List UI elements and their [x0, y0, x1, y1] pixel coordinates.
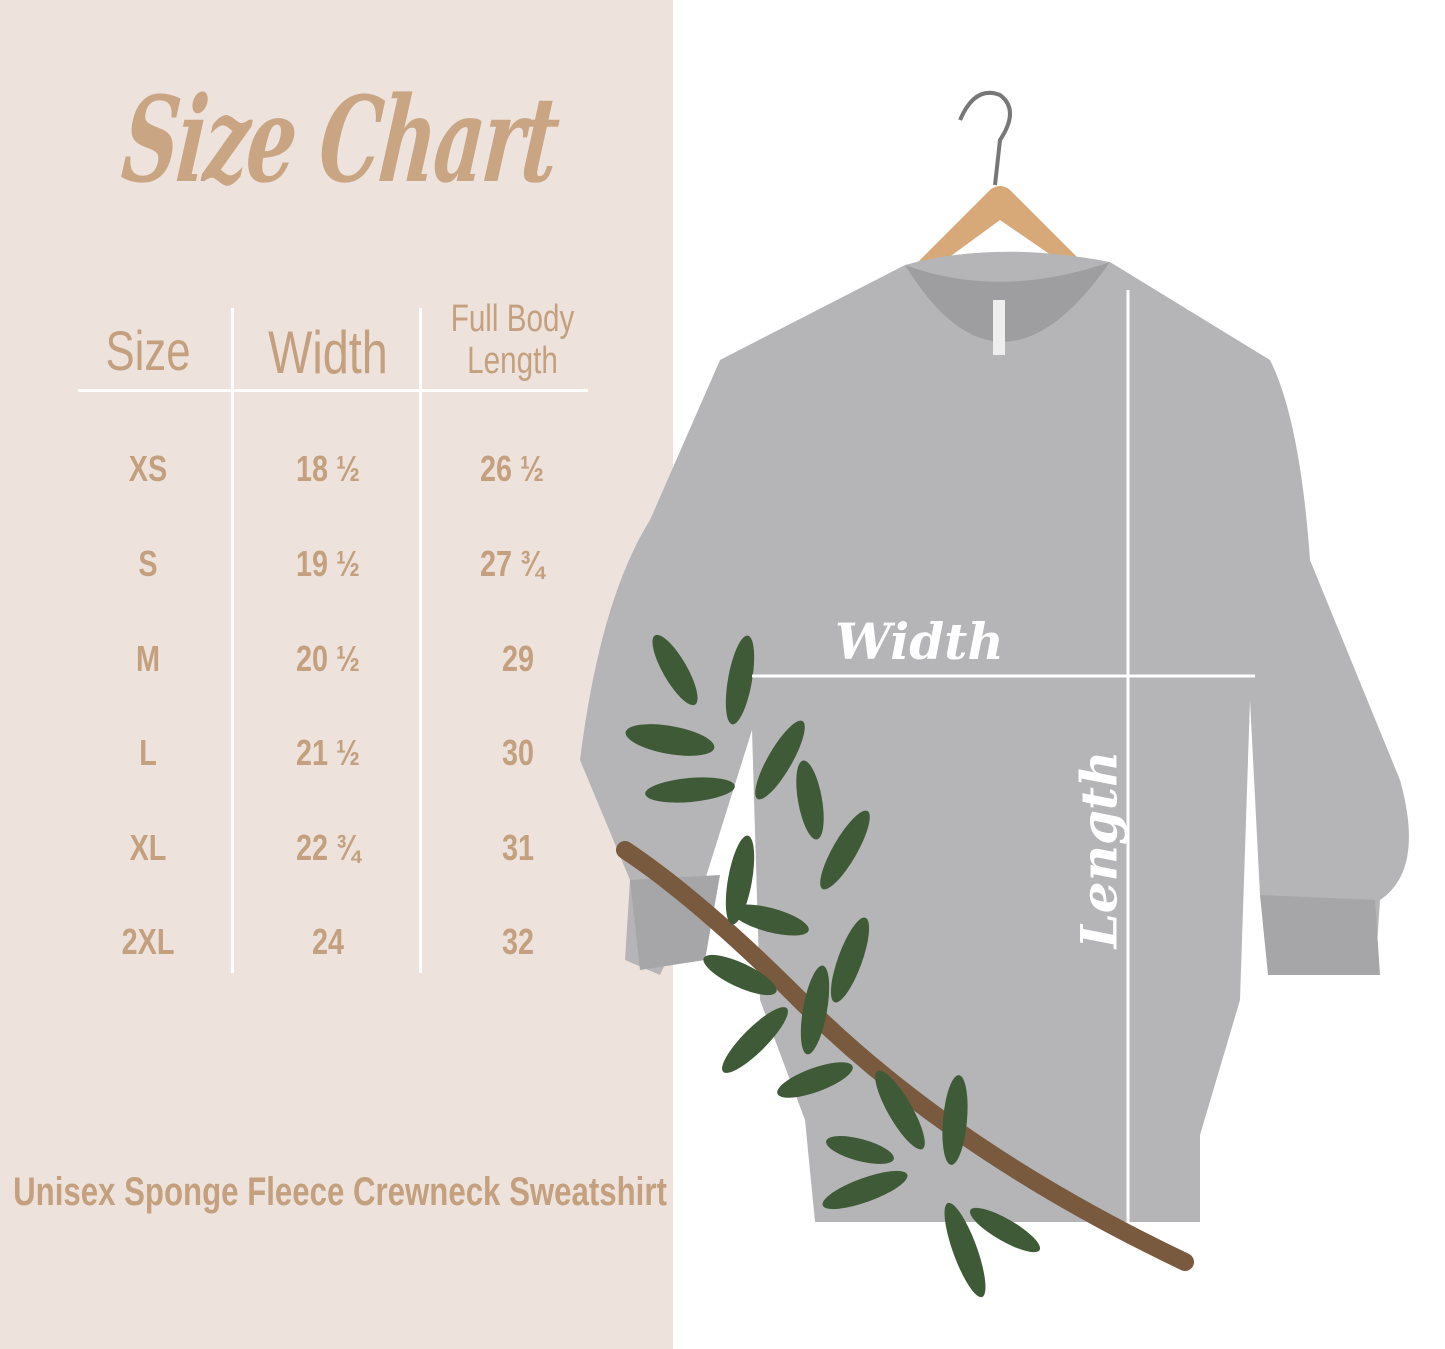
chart-title: Size Chart	[117, 70, 563, 209]
cell-width: 21 ½	[295, 732, 361, 773]
cell-width: 24	[311, 921, 345, 962]
header-length-line1: Full Body	[450, 298, 575, 340]
branch-with-leaves	[616, 634, 1194, 1298]
cell-size: S	[138, 543, 158, 584]
cell-size: L	[139, 732, 157, 773]
width-label: Width	[835, 612, 1004, 671]
header-length: Full Body Length	[444, 298, 581, 382]
product-name: Unisex Sponge Fleece Crewneck Sweatshirt	[13, 1170, 667, 1214]
column-divider	[419, 308, 422, 973]
cell-size: M	[136, 638, 160, 679]
cell-length: 27 ¾	[479, 543, 545, 584]
cell-size: XS	[128, 448, 168, 489]
cell-width: 19 ½	[295, 543, 361, 584]
cell-size: XL	[129, 827, 167, 868]
cell-width: 22 ¾	[295, 827, 361, 868]
sweatshirt-photo	[580, 90, 1409, 1298]
size-chart-panel: Size Chart Size Width Full Body Length X…	[0, 0, 673, 1349]
length-label: Length	[1069, 750, 1129, 949]
header-width: Width	[268, 319, 388, 386]
cell-length: 32	[501, 921, 535, 962]
cell-length: 31	[501, 827, 535, 868]
cell-width: 18 ½	[295, 448, 361, 489]
cell-size: 2XL	[121, 921, 175, 962]
header-divider	[78, 389, 588, 392]
cell-length: 26 ½	[479, 448, 545, 489]
header-size: Size	[105, 319, 191, 382]
cell-length: 29	[501, 638, 535, 679]
cell-length: 30	[501, 732, 535, 773]
header-length-line2: Length	[467, 340, 558, 382]
cell-width: 20 ½	[295, 638, 361, 679]
column-divider	[231, 308, 234, 973]
